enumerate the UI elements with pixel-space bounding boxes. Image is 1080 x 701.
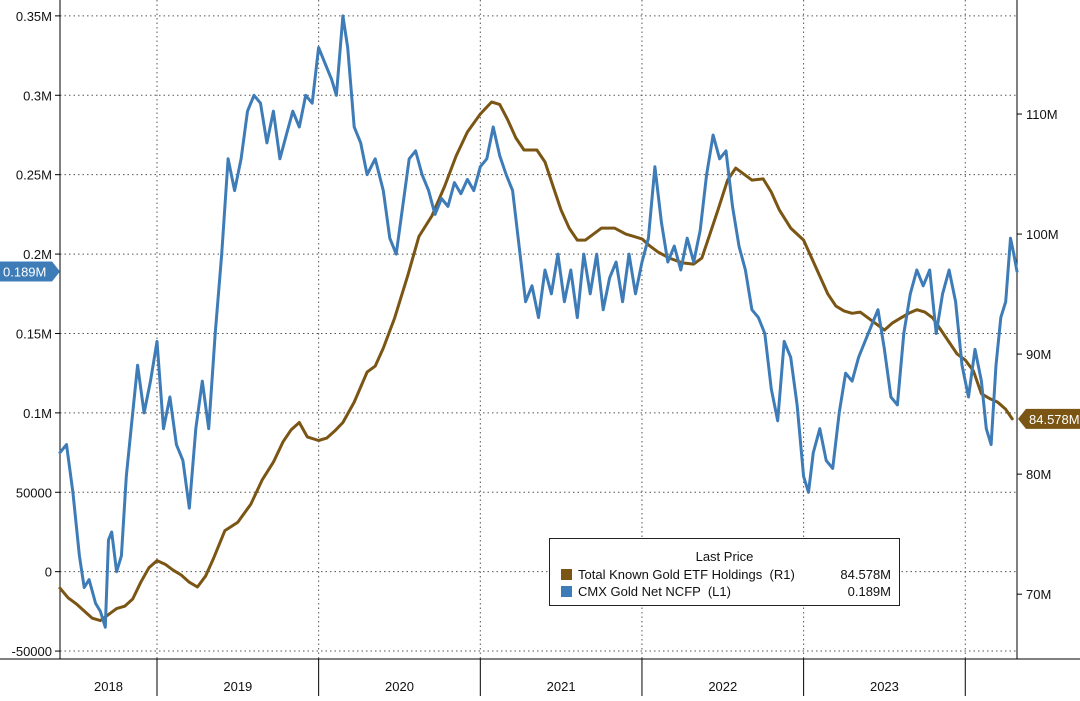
left-tick-label: -50000: [12, 644, 52, 659]
left-tick-label: 0.35M: [16, 9, 52, 24]
last-price-flags: 84.578M 0.189M: [0, 261, 1080, 429]
x-tick-label: 2019: [223, 679, 252, 694]
left-tick-label: 0: [45, 565, 52, 580]
legend-item-name: CMX Gold Net NCFP (L1): [578, 584, 731, 599]
right-tick-label: 110M: [1026, 107, 1058, 122]
right-tick-label: 90M: [1026, 347, 1051, 362]
legend-item-name: Total Known Gold ETF Holdings (R1): [578, 567, 795, 582]
right-tick-label: 80M: [1026, 467, 1051, 482]
legend-title: Last Price: [695, 549, 754, 564]
right-tick-label: 70M: [1026, 587, 1051, 602]
x-tick-label: 2018: [94, 679, 123, 694]
left-tick-label: 0.1M: [23, 406, 52, 421]
legend-item-cmx-ncfp: CMX Gold Net NCFP (L1) 0.189M: [561, 584, 891, 600]
left-tick-label: 0.2M: [23, 247, 52, 262]
x-tick-label: 2022: [708, 679, 737, 694]
series-line-cmx-ncfp: [58, 14, 1019, 629]
x-tick-label: 2023: [870, 679, 899, 694]
legend-item-etf-holdings: Total Known Gold ETF Holdings (R1) 84.57…: [561, 567, 891, 583]
legend: Last Price Total Known Gold ETF Holdings…: [549, 538, 900, 606]
right-tick-label: 100M: [1026, 227, 1059, 242]
left-tick-label: 0.3M: [23, 88, 52, 103]
series-lines: [58, 14, 1019, 629]
x-tick-label: 2020: [385, 679, 414, 694]
last-price-flag-right: [1018, 408, 1080, 429]
left-tick-label: 50000: [16, 485, 52, 500]
last-price-flag-label: 84.578M: [1029, 412, 1080, 427]
left-tick-label: 0.15M: [16, 326, 52, 341]
last-price-flag-left: [0, 261, 60, 282]
legend-item-value: 84.578M: [840, 567, 891, 582]
legend-swatch-etf: [561, 569, 572, 580]
left-tick-label: 0.25M: [16, 168, 52, 183]
legend-item-value: 0.189M: [847, 584, 891, 599]
last-price-flag-label: 0.189M: [3, 265, 46, 280]
x-tick-label: 2021: [547, 679, 576, 694]
legend-swatch-cmx: [561, 586, 572, 597]
